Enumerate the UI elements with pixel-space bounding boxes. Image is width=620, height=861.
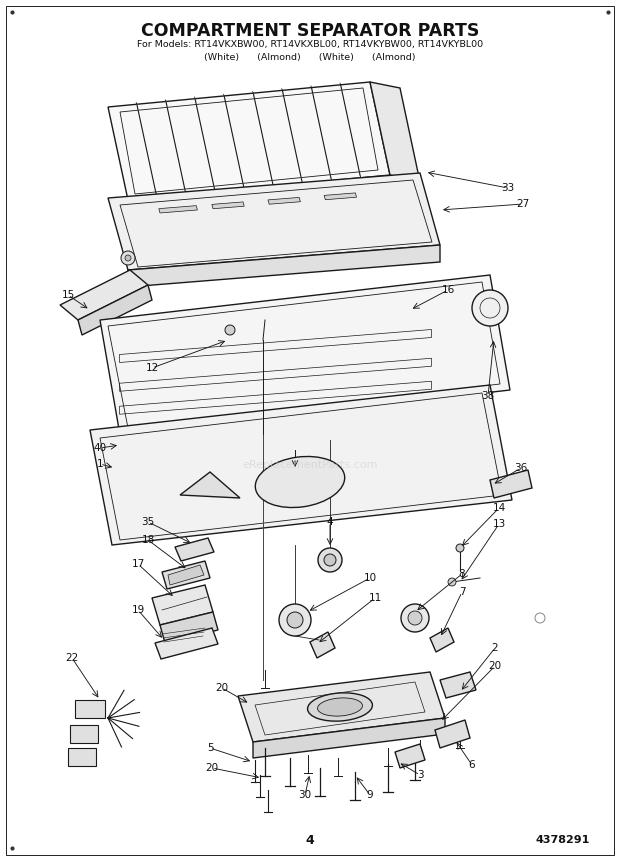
Polygon shape: [108, 82, 390, 200]
Polygon shape: [395, 744, 425, 768]
Text: 2: 2: [492, 643, 498, 653]
Polygon shape: [252, 91, 273, 186]
Text: 3: 3: [417, 770, 423, 780]
Text: COMPARTMENT SEPARATOR PARTS: COMPARTMENT SEPARATOR PARTS: [141, 22, 479, 40]
Polygon shape: [210, 325, 248, 352]
Circle shape: [448, 578, 456, 586]
Circle shape: [121, 251, 135, 265]
Circle shape: [287, 612, 303, 628]
Polygon shape: [152, 585, 213, 625]
Polygon shape: [159, 206, 197, 213]
Text: 10: 10: [363, 573, 376, 583]
Polygon shape: [370, 82, 420, 182]
Polygon shape: [108, 173, 440, 270]
Text: 38: 38: [481, 391, 495, 401]
Ellipse shape: [308, 693, 373, 722]
Text: 19: 19: [131, 605, 144, 615]
Polygon shape: [310, 632, 335, 658]
Circle shape: [401, 604, 429, 632]
Text: 30: 30: [298, 790, 312, 800]
Polygon shape: [160, 612, 218, 643]
Circle shape: [279, 604, 311, 636]
Polygon shape: [180, 472, 240, 498]
Polygon shape: [78, 285, 152, 335]
Polygon shape: [324, 193, 356, 200]
Text: 13: 13: [492, 519, 506, 529]
Polygon shape: [168, 565, 204, 585]
Polygon shape: [340, 83, 361, 177]
Polygon shape: [268, 197, 301, 204]
Text: 35: 35: [141, 517, 154, 527]
Text: 20: 20: [489, 661, 502, 671]
Text: 16: 16: [441, 285, 454, 295]
Text: 40: 40: [94, 443, 107, 453]
Polygon shape: [165, 99, 186, 195]
Text: (White)      (Almond)      (White)      (Almond): (White) (Almond) (White) (Almond): [204, 53, 416, 62]
Text: 27: 27: [516, 199, 529, 209]
Polygon shape: [311, 85, 332, 181]
Polygon shape: [281, 89, 303, 183]
Polygon shape: [223, 94, 244, 189]
Ellipse shape: [255, 456, 345, 507]
Text: 18: 18: [141, 535, 154, 545]
Text: 8: 8: [459, 569, 466, 579]
Text: For Models: RT14VKXBW00, RT14VKXBL00, RT14VKYBW00, RT14VKYBL00: For Models: RT14VKXBW00, RT14VKXBL00, RT…: [137, 40, 483, 49]
Text: 22: 22: [65, 653, 79, 663]
Text: 36: 36: [515, 463, 528, 473]
Polygon shape: [238, 672, 445, 742]
Text: 5: 5: [206, 743, 213, 753]
Polygon shape: [430, 628, 454, 652]
Ellipse shape: [317, 698, 363, 716]
Polygon shape: [194, 96, 215, 192]
Text: 6: 6: [469, 760, 476, 770]
Polygon shape: [60, 270, 148, 320]
Text: 15: 15: [61, 290, 74, 300]
Polygon shape: [440, 672, 476, 698]
Text: 7: 7: [459, 587, 466, 597]
Polygon shape: [128, 245, 440, 287]
Text: 4: 4: [327, 517, 334, 527]
Polygon shape: [175, 538, 214, 561]
Circle shape: [472, 290, 508, 326]
Polygon shape: [136, 102, 157, 197]
Text: 1: 1: [97, 459, 104, 469]
Circle shape: [318, 548, 342, 572]
Text: 20: 20: [215, 683, 229, 693]
Polygon shape: [212, 201, 244, 208]
Polygon shape: [435, 720, 470, 748]
FancyBboxPatch shape: [75, 700, 105, 718]
Polygon shape: [155, 628, 218, 659]
Text: 33: 33: [502, 183, 515, 193]
Polygon shape: [162, 561, 210, 589]
Text: 9: 9: [366, 790, 373, 800]
Text: 14: 14: [492, 503, 506, 513]
Polygon shape: [490, 470, 532, 498]
Polygon shape: [90, 385, 512, 545]
Circle shape: [408, 611, 422, 625]
Polygon shape: [253, 718, 445, 758]
Text: 17: 17: [131, 559, 144, 569]
FancyBboxPatch shape: [68, 748, 96, 766]
FancyBboxPatch shape: [70, 725, 98, 743]
Circle shape: [324, 554, 336, 566]
Circle shape: [456, 544, 464, 552]
Circle shape: [125, 255, 131, 261]
Polygon shape: [100, 275, 510, 435]
Circle shape: [225, 325, 235, 335]
Text: eReplacementParts.com: eReplacementParts.com: [242, 460, 378, 470]
Text: 12: 12: [145, 363, 159, 373]
Text: 20: 20: [205, 763, 219, 773]
Text: 4378291: 4378291: [536, 835, 590, 845]
Text: 4: 4: [306, 833, 314, 846]
Text: 11: 11: [368, 593, 382, 603]
